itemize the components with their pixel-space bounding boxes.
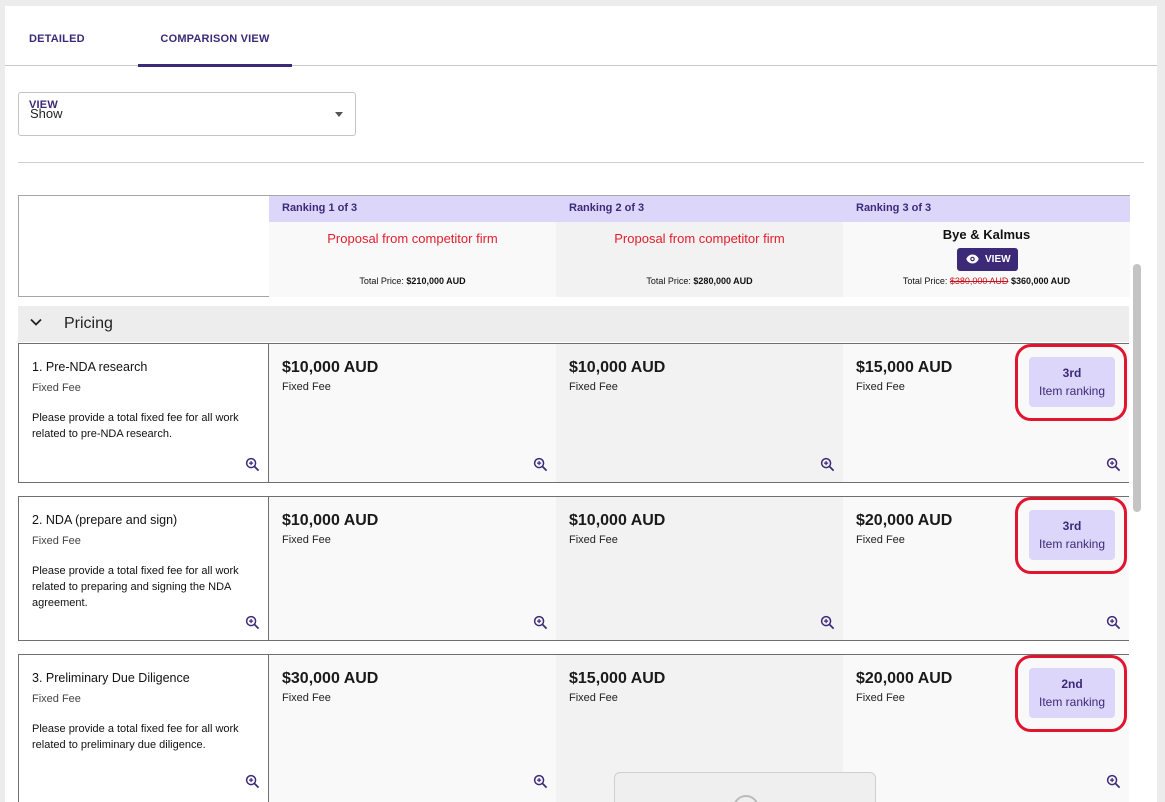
item-title: 1. Pre-NDA research [32,360,148,374]
help-icon[interactable] [733,795,759,802]
item-title: 3. Preliminary Due Diligence [32,671,190,685]
item-ranking-badge: 2nd Item ranking [1029,668,1115,718]
pricing-item-row: 3. Preliminary Due Diligence Fixed Fee P… [18,654,1129,802]
divider [18,162,1144,163]
item-fee-type: Fixed Fee [569,692,618,704]
eye-icon [966,254,979,264]
zoom-in-icon[interactable] [533,615,548,630]
total-price: Total Price: $380,000 AUD $360,000 AUD [902,276,1071,286]
original-total-price: $380,000 AUD [949,276,1009,286]
item-amount: $10,000 AUD [569,359,666,376]
item-ranking-place: 3rd [1062,519,1082,533]
item-amount: $15,000 AUD [569,670,666,687]
proposal-column-3: Ranking 3 of 3 Bye & Kalmus VIEW Total P… [843,195,1130,297]
item-question-cell: 2. NDA (prepare and sign) Fixed Fee Plea… [19,497,269,640]
item-fee-type: Fixed Fee [32,535,81,547]
view-proposal-button[interactable]: VIEW [957,248,1018,271]
item-fee-type: Fixed Fee [856,381,905,393]
proposal-1-cell: $10,000 AUD Fixed Fee [269,344,556,482]
pricing-item-row: 1. Pre-NDA research Fixed Fee Please pro… [18,343,1129,483]
item-amount: $20,000 AUD [856,512,953,529]
zoom-in-icon[interactable] [820,457,835,472]
proposal-1-cell: $30,000 AUD Fixed Fee [269,655,556,802]
zoom-in-icon[interactable] [1106,615,1121,630]
proposal-1-cell: $10,000 AUD Fixed Fee [269,497,556,640]
tab-comparison-view[interactable]: COMPARISON VIEW [138,6,292,67]
item-ranking-place: 2nd [1061,677,1083,691]
chevron-down-icon [30,318,42,326]
floating-action-panel[interactable] [614,772,876,802]
ranking-label: Ranking 3 of 3 [843,196,1130,222]
zoom-in-icon[interactable] [820,615,835,630]
proposal-3-cell: $20,000 AUD Fixed Fee 2nd Item ranking [843,655,1129,802]
ranking-label: Ranking 2 of 3 [556,196,843,222]
item-description: Please provide a total fixed fee for all… [32,565,239,609]
item-title: 2. NDA (prepare and sign) [32,513,178,527]
item-fee-type: Fixed Fee [856,534,905,546]
item-amount: $15,000 AUD [856,359,953,376]
show-select[interactable]: Show [18,92,356,136]
firm-name: Bye & Kalmus [942,227,1031,242]
item-amount: $10,000 AUD [282,359,379,376]
item-description: Please provide a total fixed fee for all… [32,723,239,751]
section-pricing[interactable]: Pricing [18,306,1129,342]
item-amount: $10,000 AUD [282,512,379,529]
ranking-label: Ranking 1 of 3 [269,196,556,222]
item-fee-type: Fixed Fee [856,692,905,704]
firm-name: Proposal from competitor firm [614,231,785,246]
vertical-scrollbar[interactable] [1133,264,1141,512]
item-fee-type: Fixed Fee [282,692,331,704]
proposal-column-2: Ranking 2 of 3 Proposal from competitor … [556,195,843,297]
ranking-highlight: 3rd Item ranking [1015,497,1127,574]
proposal-3-cell: $15,000 AUD Fixed Fee 3rd Item ranking [843,344,1129,482]
item-ranking-badge: 3rd Item ranking [1029,357,1115,407]
dropdown-arrow-icon [335,112,343,117]
total-price: Total Price: $210,000 AUD [359,276,466,286]
item-amount: $20,000 AUD [856,670,953,687]
item-fee-type: Fixed Fee [32,382,81,394]
proposal-2-cell: $10,000 AUD Fixed Fee [556,344,843,482]
zoom-in-icon[interactable] [245,774,260,789]
view-tabs: DETAILED VIEW COMPARISON VIEW [5,6,1157,111]
tab-detailed-view[interactable]: DETAILED VIEW [29,33,85,111]
item-ranking-place: 3rd [1062,366,1082,380]
item-ranking-label: Item ranking [1038,537,1106,551]
item-fee-type: Fixed Fee [569,534,618,546]
total-price: Total Price: $280,000 AUD [646,276,753,286]
proposal-column-1: Ranking 1 of 3 Proposal from competitor … [269,195,556,297]
item-description: Please provide a total fixed fee for all… [32,412,239,440]
item-question-cell: 1. Pre-NDA research Fixed Fee Please pro… [19,344,269,482]
item-fee-type: Fixed Fee [32,693,81,705]
item-ranking-label: Item ranking [1038,695,1106,709]
item-fee-type: Fixed Fee [282,534,331,546]
zoom-in-icon[interactable] [533,457,548,472]
item-question-cell: 3. Preliminary Due Diligence Fixed Fee P… [19,655,269,802]
pricing-item-row: 2. NDA (prepare and sign) Fixed Fee Plea… [18,496,1129,641]
proposal-3-cell: $20,000 AUD Fixed Fee 3rd Item ranking [843,497,1129,640]
zoom-in-icon[interactable] [245,615,260,630]
zoom-in-icon[interactable] [533,774,548,789]
firm-name: Proposal from competitor firm [327,231,498,246]
item-amount: $10,000 AUD [569,512,666,529]
ranking-highlight: 3rd Item ranking [1015,344,1127,421]
zoom-in-icon[interactable] [1106,457,1121,472]
item-amount: $30,000 AUD [282,670,379,687]
header-empty-cell [18,195,269,297]
show-select-value: Show [30,106,63,121]
ranking-highlight: 2nd Item ranking [1015,655,1127,732]
section-title: Pricing [64,315,113,332]
item-ranking-badge: 3rd Item ranking [1029,510,1115,560]
item-ranking-label: Item ranking [1038,384,1106,398]
proposal-2-cell: $10,000 AUD Fixed Fee [556,497,843,640]
item-fee-type: Fixed Fee [282,381,331,393]
item-fee-type: Fixed Fee [569,381,618,393]
zoom-in-icon[interactable] [245,457,260,472]
zoom-in-icon[interactable] [1106,774,1121,789]
comparison-panel: DETAILED VIEW COMPARISON VIEW Show Ranki… [5,6,1157,802]
